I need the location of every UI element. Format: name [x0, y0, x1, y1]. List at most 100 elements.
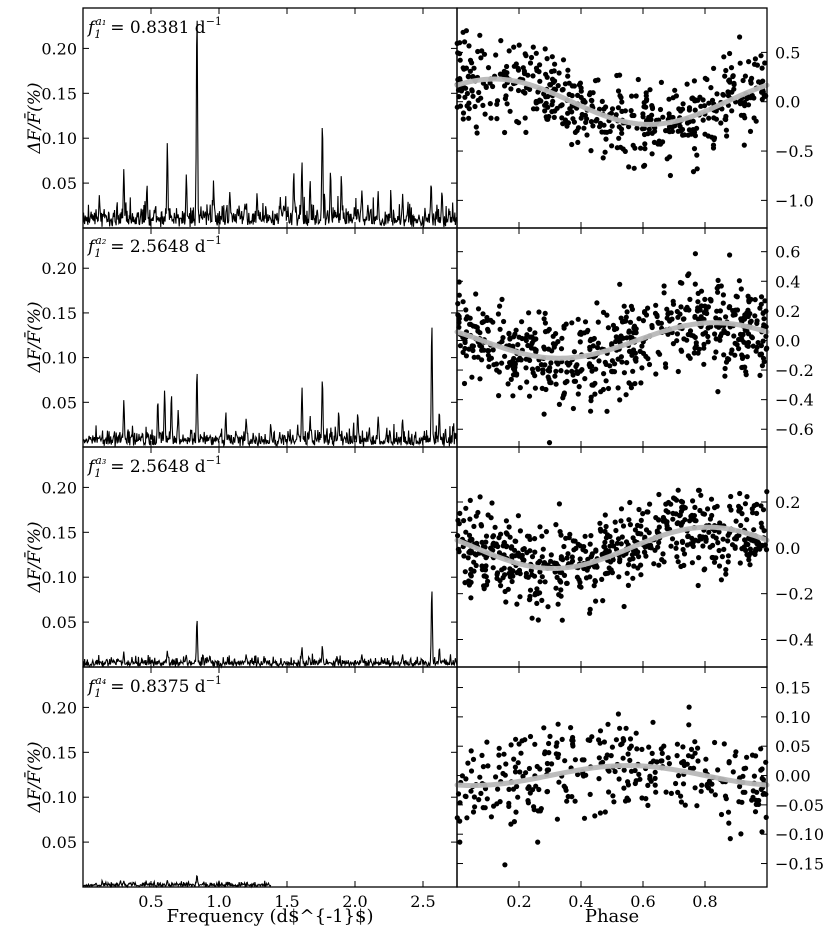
phase-3-point	[566, 535, 572, 541]
phase-3-point	[529, 615, 535, 621]
phase-3-point	[559, 617, 565, 623]
phase-4-point	[736, 799, 742, 805]
phase-2-point	[455, 301, 461, 307]
phase-1-point	[578, 115, 584, 121]
phase-2-point	[497, 303, 503, 309]
phase-4-point	[639, 746, 645, 753]
phase-2-point	[511, 355, 517, 362]
phase-3-point	[643, 527, 650, 533]
row-1: 0.05 0.10 0.15 0.20 ΔF/F̄(%) f1a₁ = 0.8381 d…	[23, 7, 814, 229]
phase-2-point	[642, 310, 648, 316]
phase-3-point	[494, 571, 500, 578]
phase-3-point	[761, 528, 767, 534]
phase-4-point	[652, 782, 658, 788]
phase-3-point	[457, 510, 463, 516]
phase-2-point	[467, 315, 473, 321]
phase-1-point	[645, 131, 651, 137]
phase-3-point	[580, 547, 586, 553]
phase-4-point	[699, 782, 705, 788]
phase-3-point	[479, 563, 485, 569]
phase-4-point	[621, 785, 627, 791]
phase-4-point	[536, 786, 542, 793]
phase-2-point	[626, 329, 632, 335]
phase-4-point	[468, 788, 474, 794]
phase-4-point	[703, 756, 709, 762]
phase-1-point	[700, 117, 706, 123]
phase-1-point	[472, 103, 478, 110]
phase-4-point	[572, 757, 579, 763]
periodogram-2-ytick-label: 0.20	[41, 259, 77, 278]
phase-1-point	[571, 119, 578, 125]
periodogram-1-ytick-label: 0.10	[41, 129, 77, 148]
phase-3-point	[483, 563, 489, 569]
periodogram-1-ytick-label: 0.20	[41, 39, 77, 58]
phase-4-point	[502, 862, 508, 868]
phase-2-point	[717, 333, 724, 339]
phase-3-point	[679, 499, 686, 505]
phase-2-point	[552, 373, 558, 379]
phase-3-point	[670, 510, 676, 516]
phase-3-point	[587, 606, 593, 613]
phase-4-point	[513, 736, 519, 742]
phase-3-point	[506, 524, 512, 530]
phase-4-point	[535, 808, 541, 814]
phase-4-point	[668, 790, 675, 797]
phase-3-point	[689, 512, 695, 519]
phase-3-point	[561, 543, 567, 550]
phase-1-point	[503, 93, 509, 99]
periodogram-1-yticks: 0.05 0.10 0.15 0.20	[41, 8, 457, 228]
phase-4-point	[484, 796, 490, 802]
phase-4-point	[462, 793, 468, 799]
phase-4-point	[468, 768, 475, 774]
phase-3-point	[607, 543, 613, 549]
phase-3-point	[742, 501, 749, 507]
phase-2-point	[582, 319, 589, 325]
phase-2-point	[757, 351, 763, 357]
phase-2-point	[763, 333, 769, 339]
phase-3-point	[589, 551, 595, 557]
phase-2-point	[565, 362, 572, 368]
phase-1-ytick-label: 0.5	[775, 43, 800, 62]
phase-3-point	[739, 510, 745, 517]
phase-1-point	[609, 106, 616, 112]
phase-2-point	[675, 368, 681, 375]
phase-3-point	[465, 555, 471, 561]
phase-3-point	[553, 522, 559, 528]
phase-3-point	[716, 547, 722, 554]
phase-3-point	[569, 558, 576, 564]
phase-1-point	[588, 119, 595, 125]
phase-1-point	[527, 60, 534, 66]
phase-2-point	[714, 308, 720, 314]
phase-1-point	[577, 80, 584, 86]
phase-2-point	[692, 281, 698, 287]
phase-4-point	[663, 789, 669, 795]
phase-2-point	[604, 312, 610, 318]
phase-2-point	[463, 316, 469, 322]
phase-4-point	[531, 804, 537, 810]
phase-1-point	[647, 87, 653, 93]
phase-1-point	[616, 135, 622, 141]
phase-4-point	[726, 759, 732, 765]
phase-3-point	[543, 529, 550, 535]
phase-1-point	[670, 114, 676, 121]
phase-3-point	[627, 499, 633, 506]
phase-2-point	[522, 335, 529, 342]
phase-3-point	[463, 529, 469, 535]
phase-3-marks	[454, 487, 770, 623]
phase-3-point	[640, 510, 646, 517]
phase-3-point	[489, 500, 495, 506]
phase-2-point	[528, 342, 534, 348]
phase-2-point	[491, 362, 497, 368]
phase-1-point	[478, 55, 484, 61]
phase-1-point	[695, 97, 701, 103]
phase-2-point	[575, 316, 581, 322]
phase-3-point	[556, 501, 563, 507]
phase-1-point	[646, 126, 652, 132]
phase-2-point	[653, 371, 659, 377]
phase-3-point	[673, 545, 679, 551]
phase-4-point	[470, 756, 477, 763]
phase-2-point	[674, 331, 681, 337]
phase-3-point	[503, 530, 509, 536]
phase-3-point	[483, 574, 489, 580]
phase-4-point	[532, 741, 538, 747]
